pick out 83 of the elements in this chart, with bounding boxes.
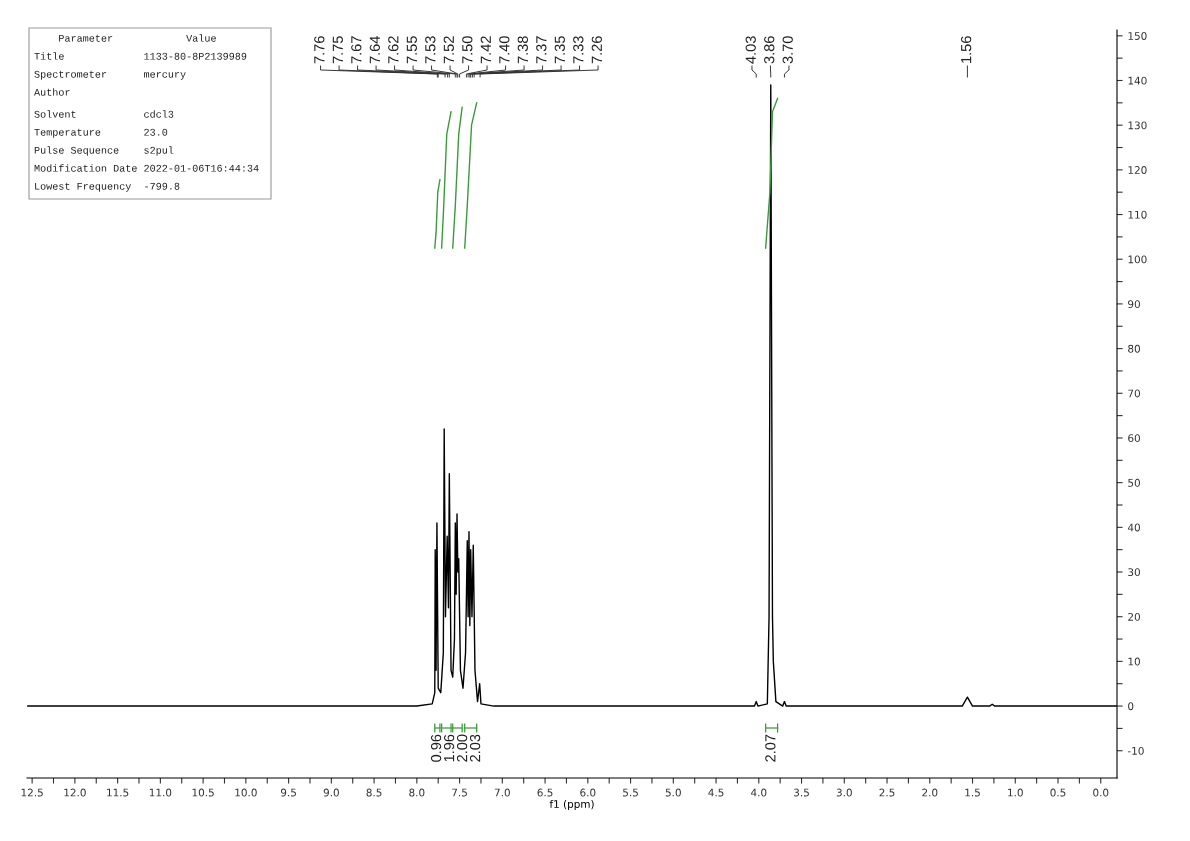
annotation: 1.96 xyxy=(443,734,455,762)
y-tick-label: 80 xyxy=(1128,344,1140,353)
annotation: Pulse Sequence s2pul xyxy=(34,146,174,156)
annotation: Title 1133-80-8P2139989 xyxy=(34,52,247,60)
x-tick-label: 11.0 xyxy=(149,788,172,797)
annotation: 7.37 xyxy=(536,36,547,64)
annotation: Parameter Value xyxy=(59,34,216,42)
y-tick-label: 150 xyxy=(1128,32,1147,40)
annotation: 7.76 xyxy=(314,36,325,64)
x-tick-label: 6.0 xyxy=(580,788,596,797)
annotation: 2.07 xyxy=(765,734,776,762)
annotation: Lowest Frequency -799.8 xyxy=(35,182,180,192)
x-tick-label: 5.0 xyxy=(665,788,681,797)
x-tick-label: 10.0 xyxy=(235,788,257,797)
x-tick-label: 8.0 xyxy=(409,788,425,797)
x-tick-label: 12.5 xyxy=(21,788,43,797)
x-tick-label: 1.5 xyxy=(965,788,980,797)
x-tick-label: 12.0 xyxy=(64,788,86,797)
line-series xyxy=(452,106,463,249)
x-tick-label: 9.5 xyxy=(280,788,296,797)
x-tick-label: 10.5 xyxy=(192,788,214,797)
x-axis-title: f1 (ppm) xyxy=(549,799,594,810)
x-tick-label: 9.0 xyxy=(323,788,339,797)
y-tick-label: 60 xyxy=(1128,434,1140,443)
annotation: 2.03 xyxy=(469,734,481,762)
annotation: 7.40 xyxy=(499,36,510,64)
annotation: Modification Date 2022-01-06T16:44:34 xyxy=(34,164,259,172)
y-tick-label: 100 xyxy=(1128,255,1147,264)
x-tick-label: 6.5 xyxy=(537,788,553,797)
annotation: 7.53 xyxy=(425,36,436,64)
annotation: 1.56 xyxy=(960,36,972,63)
annotation: Author xyxy=(34,88,70,96)
annotation: 7.38 xyxy=(517,36,528,64)
y-tick-label: 40 xyxy=(1127,523,1140,532)
annotation: 7.64 xyxy=(369,36,380,64)
annotation: 7.55 xyxy=(406,36,417,64)
y-tick-label: 140 xyxy=(1128,76,1147,85)
y-tick-label: 130 xyxy=(1128,121,1147,130)
annotation: 3.70 xyxy=(782,36,793,64)
annotation: 4.03 xyxy=(745,36,756,64)
x-tick-label: 4.0 xyxy=(751,788,767,797)
y-tick-label: -10 xyxy=(1127,746,1144,755)
y-tick-label: 10 xyxy=(1128,657,1140,666)
y-tick-label: 70 xyxy=(1128,389,1140,398)
x-tick-label: 7.5 xyxy=(452,788,467,797)
annotation: 2.00 xyxy=(456,734,468,762)
x-tick-label: 1.0 xyxy=(1008,788,1023,797)
x-tick-label: 2.0 xyxy=(922,788,938,797)
x-tick-label: 0.0 xyxy=(1093,788,1109,797)
y-tick-label: 90 xyxy=(1128,300,1140,309)
annotation: 7.67 xyxy=(351,36,362,64)
y-tick-label: 120 xyxy=(1128,166,1147,174)
line-series xyxy=(764,97,779,249)
x-tick-label: 11.5 xyxy=(107,788,129,797)
x-tick-label: 7.0 xyxy=(494,788,510,797)
x-tick-label: 3.0 xyxy=(836,788,852,797)
x-tick-label: 5.5 xyxy=(623,788,638,797)
y-tick-label: 110 xyxy=(1128,210,1147,219)
y-tick-label: 20 xyxy=(1128,612,1140,621)
annotation: 7.35 xyxy=(554,36,565,64)
y-tick-label: 0 xyxy=(1128,702,1134,711)
annotation: 7.33 xyxy=(573,36,584,64)
y-tick-label: 30 xyxy=(1128,568,1140,577)
annotation: Spectrometer mercury xyxy=(34,70,186,80)
x-tick-label: 3.5 xyxy=(794,788,809,797)
annotation: Solvent cdcl3 xyxy=(34,110,174,118)
annotation: 7.26 xyxy=(591,36,602,64)
annotation: 7.75 xyxy=(332,36,343,64)
annotation: 7.52 xyxy=(443,36,454,64)
x-tick-label: 0.5 xyxy=(1050,788,1066,797)
annotation: 7.62 xyxy=(388,36,399,64)
x-tick-label: 8.5 xyxy=(366,788,382,797)
line-series xyxy=(434,178,441,249)
annotation: Temperature 23.0 xyxy=(34,128,168,138)
annotation: 3.86 xyxy=(764,36,775,64)
x-tick-label: 2.5 xyxy=(879,788,895,797)
y-tick-label: 50 xyxy=(1128,478,1140,487)
line-series xyxy=(464,102,478,249)
annotation: 0.96 xyxy=(430,734,442,762)
annotation: 7.42 xyxy=(480,36,491,64)
x-tick-label: 4.5 xyxy=(708,788,724,797)
line-series xyxy=(440,111,452,249)
annotation: 7.50 xyxy=(462,36,473,64)
